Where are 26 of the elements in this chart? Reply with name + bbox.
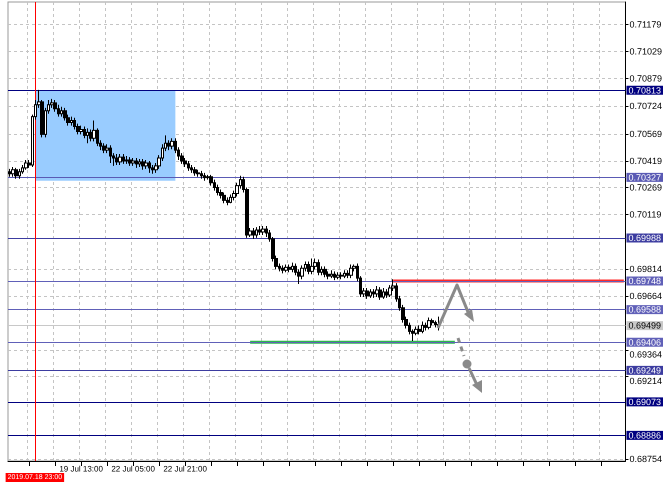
y-tick-label: 0.68754: [629, 454, 662, 464]
y-tick-label: 0.69814: [629, 264, 662, 274]
ref-line-label: 0.70327: [628, 172, 662, 182]
y-tick-label: 0.70569: [629, 128, 662, 139]
y-tick-label: 0.71179: [629, 20, 662, 30]
x-tick-label: 22 Jul 21:00: [163, 464, 208, 474]
ref-line-label: 0.69499: [628, 320, 662, 331]
ref-line-label: 0.69988: [628, 233, 662, 244]
y-tick-label: 0.70269: [629, 182, 662, 193]
x-tick-label: 22 Jul 05:00: [111, 464, 156, 474]
ref-line-label: 0.69073: [628, 396, 662, 407]
y-tick-label: 0.70419: [629, 156, 662, 166]
x-tick-label: 19 Jul 13:00: [59, 464, 104, 474]
ref-line-label: 0.69748: [628, 276, 662, 286]
y-tick-label: 0.69664: [629, 291, 662, 302]
y-tick-label: 0.71029: [629, 46, 662, 57]
y-tick-label: 0.70119: [629, 210, 662, 220]
ref-line-label: 0.70813: [628, 85, 662, 96]
ref-line-label: 0.69588: [628, 304, 662, 315]
ref-line-label: 0.69249: [628, 365, 662, 376]
y-tick-label: 0.69364: [629, 349, 662, 360]
ref-line-label: 0.69406: [628, 337, 662, 348]
y-tick-label: 0.70879: [629, 73, 662, 84]
y-tick-label: 0.70724: [629, 101, 662, 112]
y-tick-label: 0.69214: [629, 376, 662, 386]
ref-line-label: 0.68886: [628, 430, 662, 440]
